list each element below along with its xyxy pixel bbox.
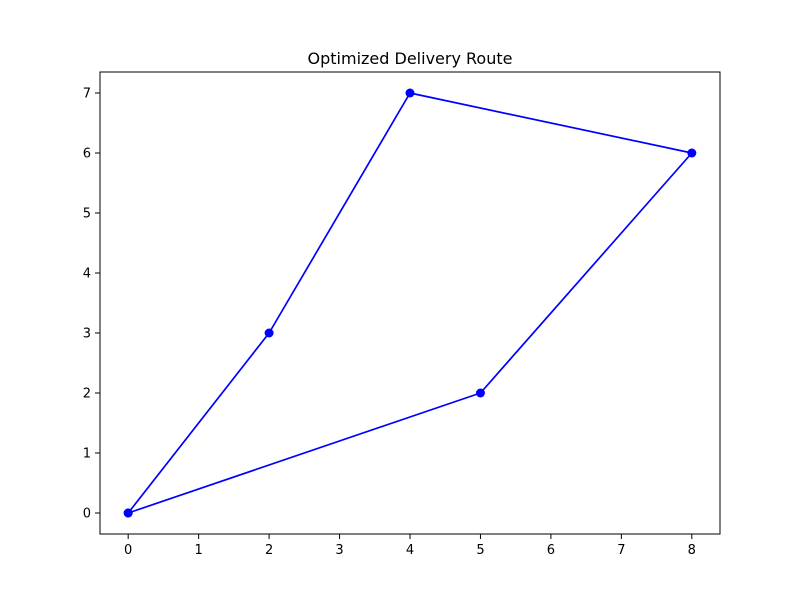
- route-point-4: [475, 388, 485, 398]
- x-tick-label-8: 8: [688, 543, 696, 558]
- y-tick-label-4: 4: [83, 267, 91, 282]
- y-tick-label-7: 7: [83, 87, 91, 102]
- y-tick-label-2: 2: [83, 387, 91, 402]
- x-tick-label-7: 7: [617, 543, 625, 558]
- x-tick-label-3: 3: [335, 543, 343, 558]
- route-point-1: [264, 328, 274, 338]
- y-tick-label-3: 3: [83, 327, 91, 342]
- chart-title: Optimized Delivery Route: [308, 49, 513, 68]
- x-axis-ticks: 0 1 2 3 4 5 6 7 8: [124, 534, 696, 558]
- y-tick-label-0: 0: [83, 507, 91, 522]
- y-tick-label-1: 1: [83, 447, 91, 462]
- x-tick-label-1: 1: [194, 543, 202, 558]
- x-tick-label-5: 5: [476, 543, 484, 558]
- x-tick-label-0: 0: [124, 543, 132, 558]
- series-layer: [123, 88, 697, 518]
- plot-area-frame: [99, 71, 721, 535]
- route-line-0: [127, 92, 693, 514]
- y-axis-ticks: 0 1 2 3 4 5 6 7: [83, 87, 100, 522]
- y-tick-label-6: 6: [83, 147, 91, 162]
- route-point-5: [123, 508, 133, 518]
- x-tick-label-6: 6: [547, 543, 555, 558]
- y-tick-label-5: 5: [83, 207, 91, 222]
- route-point-3: [687, 148, 697, 158]
- x-tick-label-4: 4: [406, 543, 414, 558]
- route-point-2: [405, 88, 415, 98]
- x-tick-label-2: 2: [265, 543, 273, 558]
